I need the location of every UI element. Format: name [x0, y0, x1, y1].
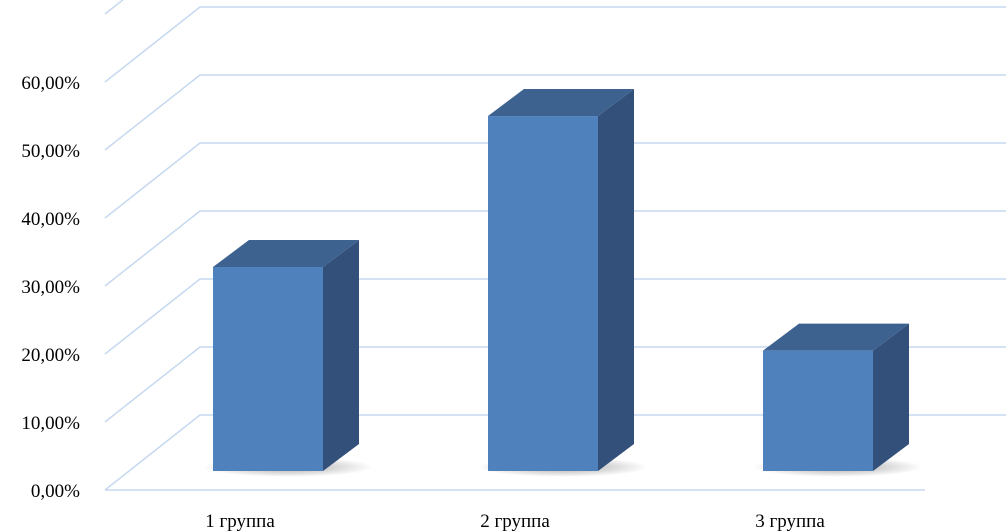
bar-2 [478, 89, 648, 477]
bar-top-face [488, 89, 634, 117]
y-tick-label-3: 30,00% [21, 277, 80, 298]
bar-side-face [598, 89, 634, 471]
bar-1 [203, 240, 373, 477]
x-axis-labels: 1 группа 2 группа 3 группа [205, 511, 825, 532]
bar-top-face [763, 323, 909, 351]
y-axis-ticks: 0,00% 10,00% 20,00% 30,00% 40,00% 50,00%… [21, 73, 80, 502]
gridline-60 [104, 6, 1006, 83]
y-tick-label-4: 40,00% [21, 209, 80, 230]
bar-series [203, 89, 923, 477]
bar-front-face [763, 350, 873, 471]
y-tick-label-2: 20,00% [21, 345, 80, 366]
bar-side-face [873, 323, 909, 471]
bar-top-face [213, 240, 359, 267]
bar-side-face [323, 240, 359, 471]
gridline-40 [104, 142, 1006, 219]
bar-front-face [488, 116, 598, 471]
gridlines [104, 0, 1006, 491]
y-tick-label-5: 50,00% [21, 141, 80, 162]
bar-front-face [213, 267, 323, 471]
gridline-0 [104, 414, 1006, 491]
y-tick-label-1: 10,00% [21, 413, 80, 434]
category-label-3: 3 группа [755, 511, 825, 532]
category-label-2: 2 группа [480, 511, 550, 532]
gridline-50 [104, 74, 1006, 151]
gridline-30 [104, 210, 1006, 287]
category-label-1: 1 группа [205, 511, 275, 532]
gridline-20 [104, 278, 1006, 355]
y-tick-label-6: 60,00% [21, 73, 80, 94]
y-tick-label-0: 0,00% [31, 481, 80, 502]
bar-3 [753, 323, 923, 477]
gridline-10 [104, 346, 1006, 423]
